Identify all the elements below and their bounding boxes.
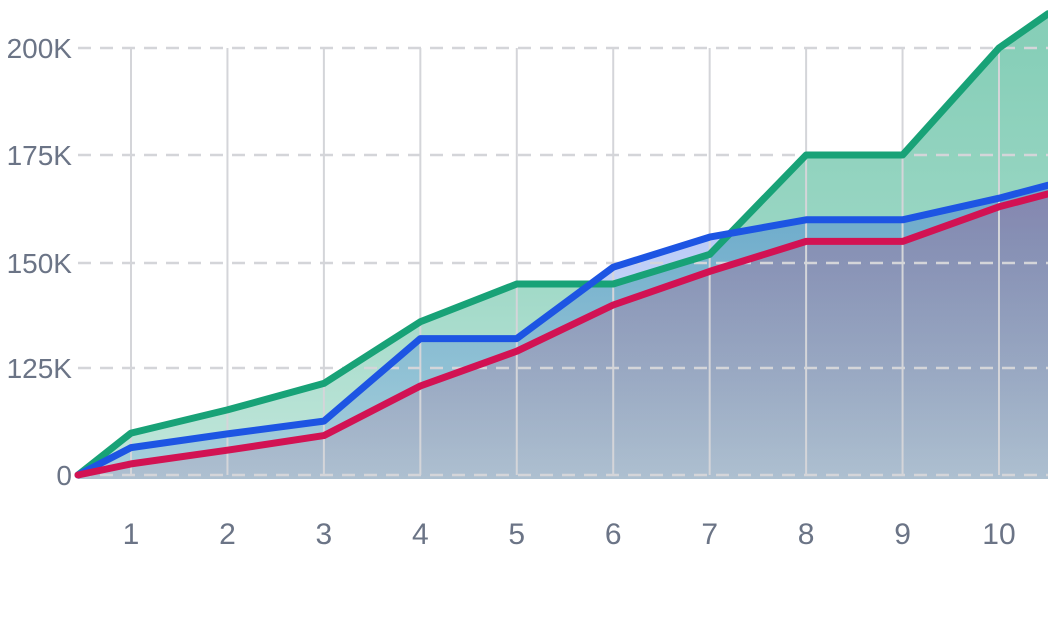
gridlines-layer: [78, 46, 1048, 477]
x-axis-tick-label: 1: [123, 518, 140, 551]
y-axis-tick-label: 125K: [7, 353, 73, 384]
x-axis-tick-label: 4: [412, 518, 429, 551]
series-lines-layer: [74, 10, 1048, 479]
series-line-green: [74, 10, 1048, 479]
x-axis-tick-label: 6: [605, 518, 622, 551]
x-axis-tick-label: 3: [316, 518, 333, 551]
series-line-blue: [74, 181, 1048, 479]
x-axis-tick-label: 7: [701, 518, 718, 551]
x-axis-tick-label: 8: [798, 518, 815, 551]
x-axis-tick-label: 2: [219, 518, 236, 551]
series-line-red: [74, 190, 1048, 479]
y-axis-tick-label: 0: [56, 460, 72, 491]
y-axis-tick-label: 150K: [7, 248, 73, 279]
x-axis-tick-label: 9: [894, 518, 911, 551]
axis-labels-layer: 200K 175K 150K 125K 0 1 2 3 4 5 6 7 8 9 10: [7, 33, 1016, 551]
x-axis-tick-label: 10: [982, 518, 1015, 551]
y-axis-tick-label: 175K: [7, 140, 73, 171]
y-axis-tick-label: 200K: [7, 33, 73, 64]
x-axis-tick-label: 5: [508, 518, 525, 551]
